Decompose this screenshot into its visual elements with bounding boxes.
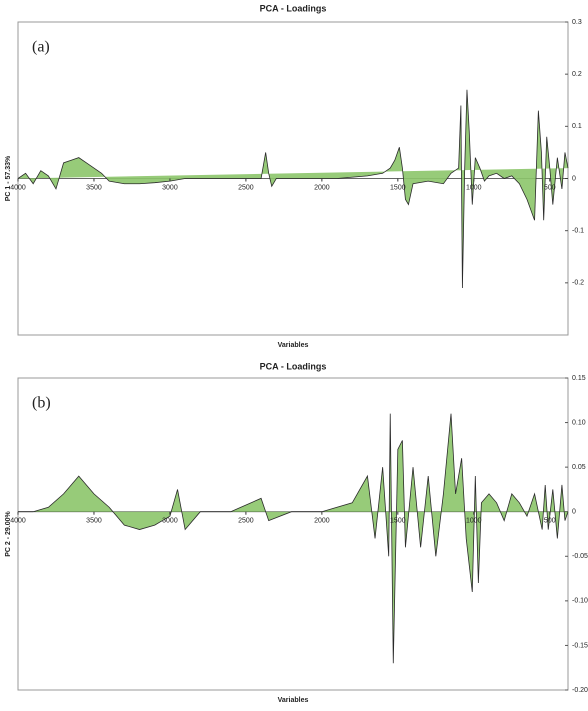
y-tick-label: -0.05 xyxy=(572,553,588,560)
y-tick-label: -0.1 xyxy=(572,228,584,235)
x-tick-label: 3000 xyxy=(162,184,178,191)
chart-title: PCA - Loadings xyxy=(260,361,327,371)
y-tick-label: 0.10 xyxy=(572,419,586,426)
y-tick-label: -0.20 xyxy=(572,687,588,694)
x-tick-label: 2500 xyxy=(238,518,254,525)
y-tick-label: 0.1 xyxy=(572,123,582,130)
panel-label: (a) xyxy=(32,39,50,56)
plot-frame xyxy=(17,377,569,691)
x-tick-label: 2000 xyxy=(314,518,330,525)
y-tick-label: 0.3 xyxy=(572,19,582,26)
x-tick-label: 2000 xyxy=(314,184,330,191)
x-tick-label: 1500 xyxy=(390,518,406,525)
x-tick-label: 500 xyxy=(544,184,556,191)
x-tick-label: 3000 xyxy=(162,518,178,525)
y-tick-label: 0 xyxy=(572,175,576,182)
y-tick-label: -0.10 xyxy=(572,598,588,605)
x-tick-label: 1000 xyxy=(466,184,482,191)
loading-area xyxy=(18,413,569,664)
x-axis-label: Variables xyxy=(278,697,309,704)
chart-title: PCA - Loadings xyxy=(260,3,327,13)
x-tick-label: 3500 xyxy=(86,184,102,191)
y-tick-label: 0.15 xyxy=(572,375,586,382)
x-tick-label: 1500 xyxy=(390,184,406,191)
y-tick-label: 0.05 xyxy=(572,464,586,471)
x-tick-label: 1000 xyxy=(466,518,482,525)
loading-area xyxy=(17,89,569,289)
y-axis-label: PC 1 - 57.33% xyxy=(5,155,12,201)
y-tick-label: 0 xyxy=(572,509,576,516)
x-tick-label: 3500 xyxy=(86,518,102,525)
x-tick-label: 4000 xyxy=(10,184,26,191)
y-axis-label: PC 2 - 29.00% xyxy=(5,510,12,556)
x-tick-label: 2500 xyxy=(238,184,254,191)
panel-label: (b) xyxy=(32,395,51,412)
y-tick-label: -0.2 xyxy=(572,280,584,287)
y-tick-label: 0.2 xyxy=(572,71,582,78)
y-tick-label: -0.15 xyxy=(572,642,588,649)
x-axis-label: Variables xyxy=(278,342,309,349)
x-tick-label: 4000 xyxy=(10,518,26,525)
x-tick-label: 500 xyxy=(544,518,556,525)
